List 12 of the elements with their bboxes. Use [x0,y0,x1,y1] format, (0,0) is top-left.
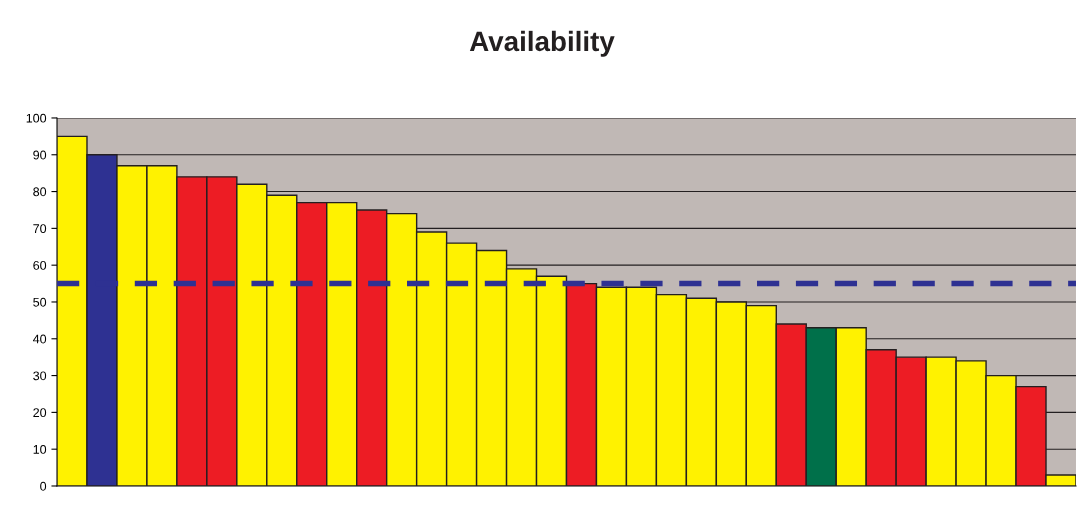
y-tick-label: 60 [33,260,47,270]
y-tick-label: 30 [33,371,47,381]
y-tick-label: 100 [26,113,47,123]
y-tick-label: 90 [33,150,47,160]
y-tick-label: 70 [33,224,47,234]
y-tick-label: 80 [33,187,47,197]
y-tick-label: 50 [33,297,47,307]
y-tick-label: 0 [40,481,47,491]
chart-title: Availability [469,30,615,57]
y-tick-label: 10 [33,444,47,454]
y-tick-label: 40 [32,334,47,344]
y-tick-label: 20 [33,408,47,418]
